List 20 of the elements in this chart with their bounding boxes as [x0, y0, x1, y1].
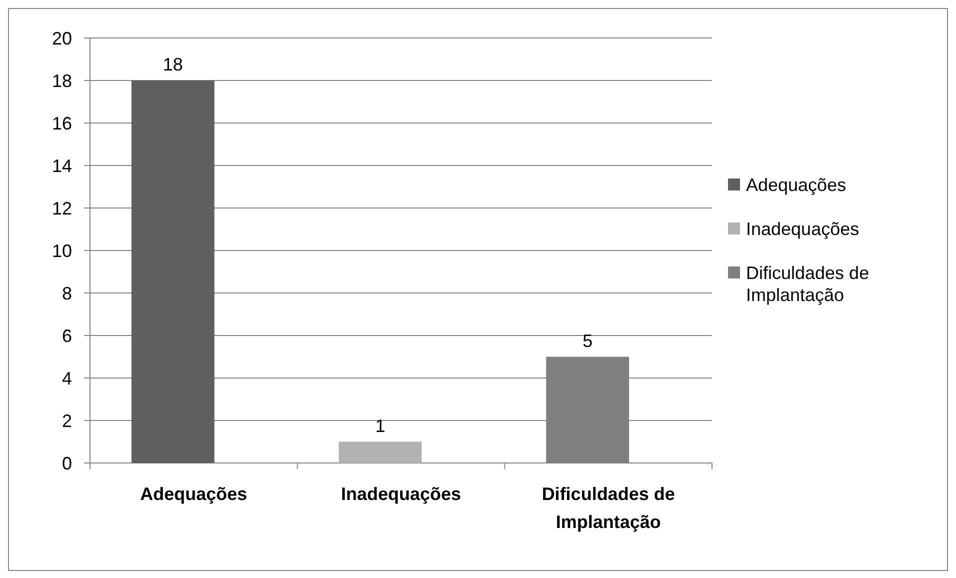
- data-label: 1: [375, 416, 386, 436]
- y-tick-label: 8: [62, 283, 72, 304]
- x-tick-label: Dificuldades de Implantação: [542, 484, 675, 532]
- y-tick-label: 4: [62, 368, 72, 388]
- data-label: 18: [162, 54, 183, 74]
- y-tick-label: 14: [52, 156, 72, 176]
- y-tick-label: 12: [52, 198, 72, 218]
- x-tick-label: Adequações: [140, 484, 248, 504]
- y-tick-label: 18: [52, 70, 72, 91]
- y-tick-label: 2: [62, 410, 72, 431]
- y-tick-label: 16: [52, 113, 72, 134]
- y-tick-label: 6: [62, 326, 72, 346]
- legend-label: Adequações: [746, 174, 846, 195]
- x-tick-label: Inadequações: [340, 484, 462, 504]
- legend-label: Inadequações: [746, 218, 860, 239]
- legend-label: Dificuldades de Implantação: [746, 262, 870, 305]
- data-label: 5: [582, 330, 593, 351]
- y-tick-label: 0: [62, 453, 72, 474]
- y-tick-label: 10: [52, 240, 72, 261]
- y-tick-label: 20: [52, 28, 72, 48]
